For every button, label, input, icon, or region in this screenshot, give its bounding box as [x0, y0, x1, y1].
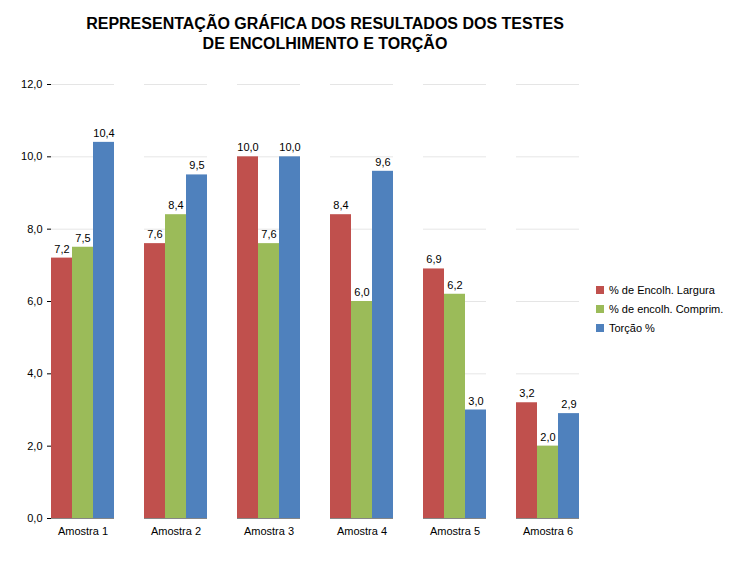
svg-text:4,0: 4,0 — [27, 367, 42, 379]
html-text:REPRESENTAÇÃO GRÁFICA DOS RESU: REPRESENTAÇÃO GRÁFICA DOS RESULTADOS DOS… — [86, 15, 564, 52]
svg-text:9,6: 9,6 — [375, 156, 390, 168]
svg-text:2,0: 2,0 — [540, 431, 555, 443]
svg-text:8,4: 8,4 — [168, 199, 183, 211]
svg-text:7,5: 7,5 — [75, 232, 90, 244]
svg-text:7,2: 7,2 — [54, 243, 69, 255]
svg-text:6,9: 6,9 — [426, 253, 441, 265]
svg-text:7,6: 7,6 — [147, 228, 162, 240]
svg-text:10,4: 10,4 — [93, 127, 114, 139]
svg-text:8,4: 8,4 — [333, 199, 348, 211]
html-text:% de encolh. Comprim.: % de encolh. Comprim. — [609, 303, 724, 315]
svg-text:9,5: 9,5 — [189, 159, 204, 171]
svg-text:12,0: 12,0 — [21, 78, 42, 90]
html-text:Torção %: Torção % — [609, 322, 655, 334]
svg-text:6,0: 6,0 — [354, 286, 369, 298]
svg-text:2,0: 2,0 — [27, 440, 42, 452]
svg-text:8,0: 8,0 — [27, 223, 42, 235]
svg-text:0,0: 0,0 — [27, 512, 42, 524]
svg-text:Amostra 3: Amostra 3 — [244, 525, 294, 537]
svg-text:Amostra 2: Amostra 2 — [151, 525, 201, 537]
svg-text:2,9: 2,9 — [561, 398, 576, 410]
svg-text:3,0: 3,0 — [468, 395, 483, 407]
svg-text:Amostra 5: Amostra 5 — [430, 525, 480, 537]
svg-text:6,0: 6,0 — [27, 295, 42, 307]
svg-text:10,0: 10,0 — [21, 150, 42, 162]
svg-text:Amostra 6: Amostra 6 — [523, 525, 573, 537]
html-text:% de Encolh. Largura: % de Encolh. Largura — [609, 284, 715, 296]
svg-text:Amostra 1: Amostra 1 — [58, 525, 108, 537]
svg-text:10,0: 10,0 — [279, 141, 300, 153]
svg-text:10,0: 10,0 — [237, 141, 258, 153]
svg-text:3,2: 3,2 — [519, 387, 534, 399]
svg-text:7,6: 7,6 — [261, 228, 276, 240]
svg-text:Amostra 4: Amostra 4 — [337, 525, 387, 537]
svg-text:6,2: 6,2 — [447, 279, 462, 291]
